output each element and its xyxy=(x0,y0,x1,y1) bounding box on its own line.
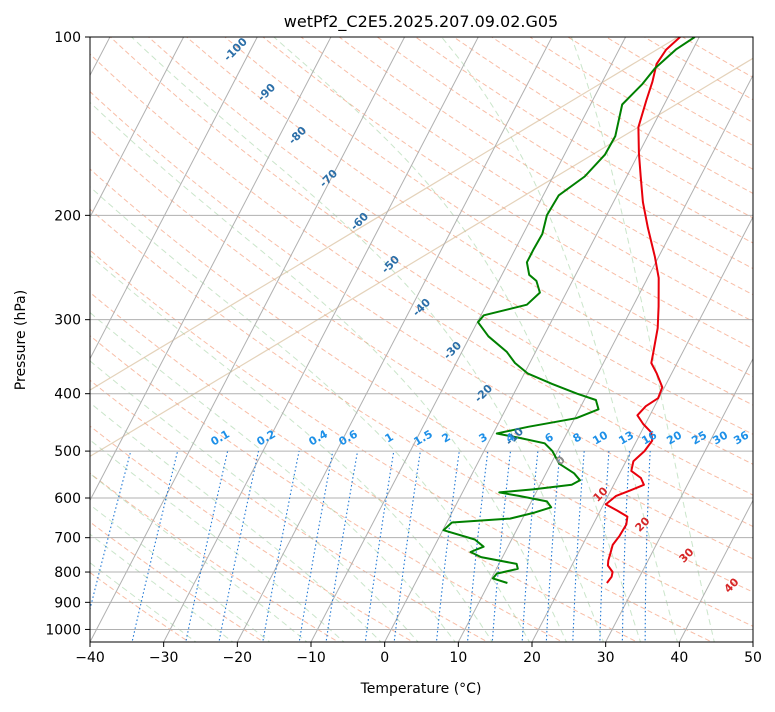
x-axis-label: Temperature (°C) xyxy=(360,681,482,697)
x-tick-label: −40 xyxy=(75,650,105,666)
x-tick-label: −30 xyxy=(149,650,179,666)
x-tick-label: 40 xyxy=(670,650,688,666)
y-tick-label: 900 xyxy=(54,595,81,611)
y-tick-label: 100 xyxy=(54,30,81,46)
chart-title: wetPf2_C2E5.2025.207.09.02.G05 xyxy=(284,12,558,32)
y-tick-label: 200 xyxy=(54,208,81,224)
y-tick-label: 500 xyxy=(54,444,81,460)
y-tick-label: 1000 xyxy=(45,622,81,638)
x-tick-label: 30 xyxy=(597,650,615,666)
x-tick-label: −10 xyxy=(296,650,326,666)
x-tick-label: 20 xyxy=(523,650,541,666)
y-axis-label: Pressure (hPa) xyxy=(13,290,29,390)
x-tick-label: 50 xyxy=(744,650,762,666)
y-tick-label: 700 xyxy=(54,531,81,547)
y-tick-label: 300 xyxy=(54,313,81,329)
x-tick-label: −20 xyxy=(223,650,253,666)
y-tick-label: 600 xyxy=(54,491,81,507)
x-tick-label: 0 xyxy=(380,650,389,666)
x-tick-label: 10 xyxy=(449,650,467,666)
y-tick-label: 400 xyxy=(54,387,81,403)
y-tick-label: 800 xyxy=(54,565,81,581)
